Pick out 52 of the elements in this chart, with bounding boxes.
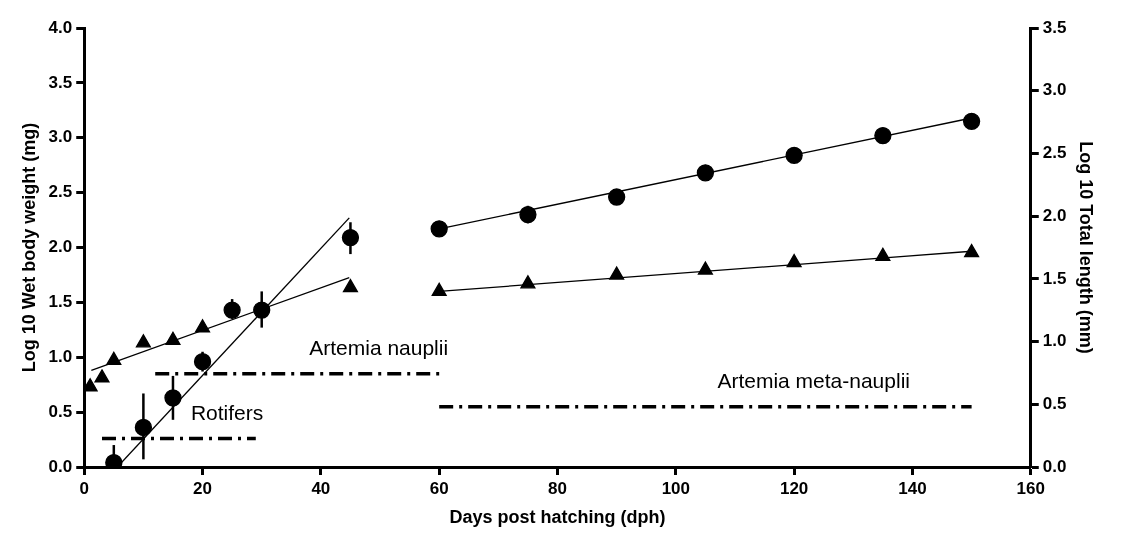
point xyxy=(874,126,892,145)
point xyxy=(430,220,448,238)
point xyxy=(786,253,802,268)
point xyxy=(875,247,891,261)
point xyxy=(609,266,625,280)
x-tick-label: 120 xyxy=(779,478,809,498)
point xyxy=(84,378,98,392)
y2-axis-title: Log 10 Total length (mm) xyxy=(1076,141,1097,354)
series-label: Artemia nauplii xyxy=(309,336,449,360)
x-tick-label: 40 xyxy=(311,478,331,498)
x-tick-label: 160 xyxy=(1016,478,1045,498)
point xyxy=(785,146,803,164)
point xyxy=(697,261,713,275)
point xyxy=(165,331,181,345)
point xyxy=(194,319,211,333)
x-tick-label: 100 xyxy=(661,478,690,498)
y2-tick-label: 2.0 xyxy=(1042,205,1067,225)
y-tick-label: 1.0 xyxy=(48,346,73,366)
y2-tick-label: 2.5 xyxy=(1042,143,1067,163)
y2-tick-label: 0.0 xyxy=(1042,456,1067,476)
y2-tick-label: 3.5 xyxy=(1042,17,1067,37)
x-tick-label: 0 xyxy=(79,478,89,498)
y2-tick-label: 0.5 xyxy=(1042,393,1067,413)
y-tick-label: 0.5 xyxy=(48,401,73,421)
y-tick-label: 0.0 xyxy=(48,456,73,476)
x-tick-label: 80 xyxy=(548,478,567,498)
y2-tick-label: 3.0 xyxy=(1042,80,1067,100)
point xyxy=(608,188,626,206)
point xyxy=(431,282,447,297)
y-tick-label: 1.5 xyxy=(48,292,73,312)
y-tick-label: 2.0 xyxy=(48,237,73,257)
y-tick-label: 3.5 xyxy=(48,72,73,92)
point xyxy=(964,243,980,258)
point xyxy=(696,164,715,182)
point xyxy=(962,112,981,130)
point xyxy=(135,334,151,348)
y-tick-label: 2.5 xyxy=(48,182,73,202)
x-tick-label: 20 xyxy=(193,478,213,498)
y-tick-label: 3.0 xyxy=(48,127,73,147)
series-label: Artemia meta-nauplii xyxy=(717,368,910,392)
y2-tick-label: 1.5 xyxy=(1042,268,1067,288)
y-axis-title: Log 10 Wet body weight (mg) xyxy=(18,122,39,373)
point xyxy=(520,275,536,289)
point xyxy=(342,278,359,293)
point xyxy=(94,369,110,383)
y2-tick-label: 1.0 xyxy=(1042,331,1067,351)
x-tick-label: 60 xyxy=(429,478,449,498)
series-label: Rotifers xyxy=(190,400,264,424)
x-axis-title: Days post hatching (dph) xyxy=(449,507,666,528)
y-tick-label: 4.0 xyxy=(48,17,73,37)
point xyxy=(106,351,122,366)
x-tick-label: 140 xyxy=(898,478,927,498)
